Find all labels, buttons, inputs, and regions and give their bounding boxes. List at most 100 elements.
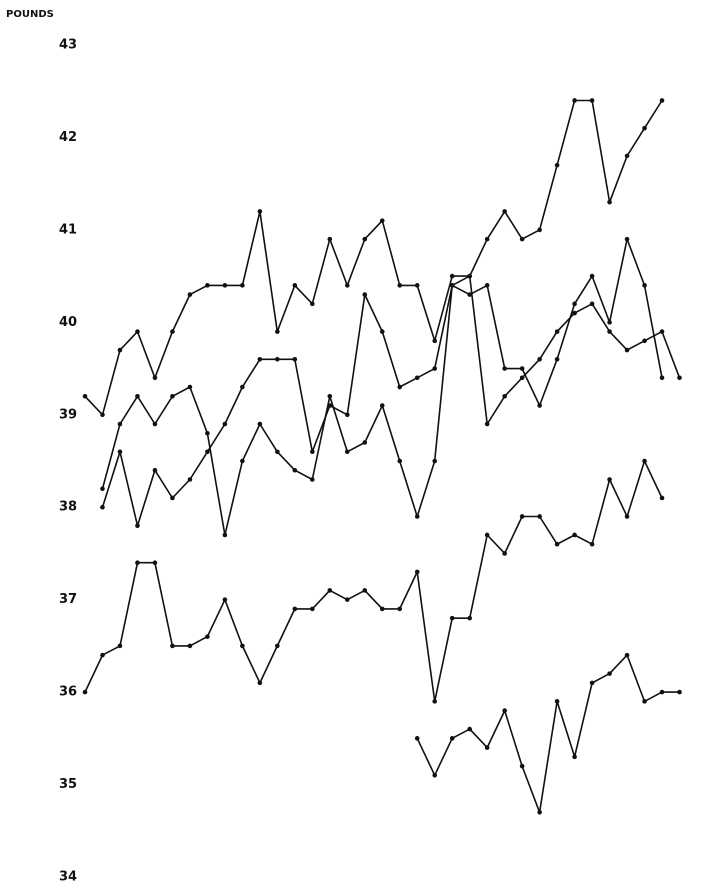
data-point: [519, 236, 525, 242]
data-point: [379, 218, 385, 223]
data-point: [572, 98, 577, 103]
data-point: [607, 329, 612, 334]
data-point: [467, 273, 472, 279]
data-point: [589, 680, 595, 686]
data-point: [344, 283, 350, 288]
data-point: [117, 347, 123, 353]
data-point: [152, 560, 158, 565]
y-tick-label: 36: [59, 685, 77, 700]
data-point: [327, 403, 333, 408]
data-point: [519, 763, 525, 769]
data-point: [624, 236, 630, 242]
y-tick-label: 41: [59, 222, 77, 237]
data-point: [327, 236, 333, 242]
data-point: [659, 98, 665, 103]
data-point: [554, 699, 560, 704]
data-point: [414, 375, 420, 381]
data-point: [100, 652, 105, 658]
data-point: [467, 726, 472, 732]
data-point: [414, 283, 420, 288]
data-point: [432, 366, 438, 371]
y-tick-label: 35: [59, 777, 77, 792]
data-point: [659, 689, 665, 695]
data-point: [135, 393, 140, 399]
data-point: [117, 643, 123, 649]
data-point: [432, 773, 438, 778]
data-point: [659, 495, 665, 501]
data-point: [170, 329, 175, 334]
data-point: [117, 421, 123, 427]
data-point: [554, 541, 560, 547]
data-point: [502, 551, 507, 556]
data-point: [170, 393, 175, 399]
data-point: [642, 125, 647, 131]
data-point: [205, 634, 210, 639]
data-point: [537, 227, 542, 233]
data-point: [205, 430, 210, 436]
data-point: [554, 329, 560, 334]
data-point: [222, 532, 228, 538]
data-point: [327, 393, 333, 399]
data-point: [240, 643, 245, 649]
data-point: [379, 403, 385, 408]
data-point: [362, 236, 368, 242]
data-point: [414, 569, 420, 575]
data-point: [589, 98, 595, 103]
y-tick-label: 43: [59, 38, 77, 53]
data-line: [84, 99, 663, 416]
data-point: [484, 421, 490, 427]
data-point: [607, 477, 612, 482]
data-point: [642, 458, 647, 464]
data-point: [519, 514, 525, 519]
data-point: [257, 209, 263, 214]
data-point: [205, 449, 210, 455]
data-point: [344, 449, 350, 455]
data-point: [100, 412, 105, 418]
data-point: [449, 615, 455, 621]
y-tick-label: 38: [59, 500, 77, 515]
data-point: [187, 384, 193, 390]
data-point: [187, 292, 193, 297]
data-point: [607, 671, 612, 676]
data-line: [101, 238, 663, 536]
data-point: [519, 366, 525, 371]
data-point: [414, 514, 420, 519]
data-point: [554, 357, 560, 362]
y-tick-label: 40: [59, 315, 77, 330]
data-point: [344, 412, 350, 418]
data-point: [344, 597, 350, 602]
data-point: [222, 283, 228, 288]
data-point: [589, 541, 595, 547]
data-point: [205, 283, 210, 288]
data-point: [677, 375, 682, 381]
data-point: [554, 162, 560, 168]
data-point: [100, 486, 105, 492]
data-point: [572, 754, 577, 760]
data-point: [327, 588, 333, 593]
data-point: [379, 606, 385, 612]
data-point: [187, 477, 193, 482]
data-point: [502, 708, 507, 713]
y-tick-label: 42: [59, 130, 77, 145]
data-point: [537, 357, 542, 362]
data-point: [624, 153, 630, 159]
data-point: [292, 283, 298, 288]
data-point: [607, 199, 612, 205]
data-point: [642, 338, 647, 344]
data-point: [589, 301, 595, 307]
data-point: [275, 643, 280, 649]
data-point: [484, 236, 490, 242]
data-point: [135, 329, 140, 334]
data-point: [310, 301, 315, 307]
data-point: [432, 338, 438, 344]
data-point: [152, 421, 158, 427]
data-point: [275, 357, 280, 362]
data-point: [362, 440, 368, 445]
data-point: [135, 523, 140, 529]
data-point: [659, 329, 665, 334]
data-point: [82, 689, 88, 695]
data-point: [537, 514, 542, 519]
data-point: [292, 606, 298, 612]
data-point: [642, 699, 647, 704]
